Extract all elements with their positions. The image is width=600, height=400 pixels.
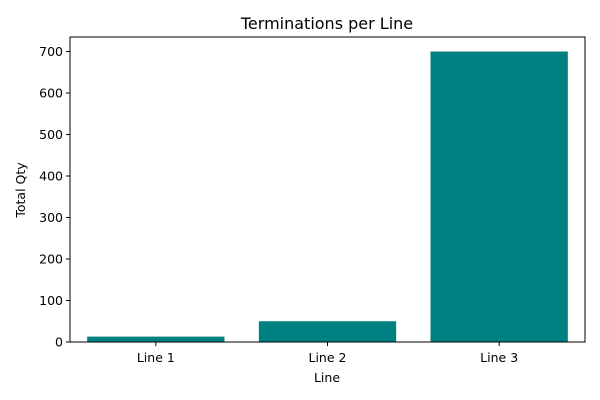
x-tick-label: Line 3 xyxy=(480,350,518,365)
x-tick-label: Line 2 xyxy=(309,350,347,365)
y-tick-label: 0 xyxy=(55,335,63,350)
bar-line-1 xyxy=(87,336,225,342)
y-tick-label: 100 xyxy=(39,293,63,308)
bar-line-3 xyxy=(430,51,568,343)
y-axis-label: Total Qty xyxy=(13,162,28,219)
chart-title: Terminations per Line xyxy=(240,14,413,33)
y-tick-label: 200 xyxy=(39,252,63,267)
y-tick-label: 500 xyxy=(39,127,63,142)
y-tick-label: 400 xyxy=(39,169,63,184)
y-tick-label: 300 xyxy=(39,210,63,225)
x-tick-label: Line 1 xyxy=(137,350,175,365)
y-tick-label: 700 xyxy=(39,44,63,59)
y-tick-label: 600 xyxy=(39,86,63,101)
x-axis-label: Line xyxy=(314,370,340,385)
bar-line-2 xyxy=(258,321,397,342)
plot-area: 0 100 200 300 400 500 600 700 Line 1 Line 2 Line 3 xyxy=(39,36,586,365)
